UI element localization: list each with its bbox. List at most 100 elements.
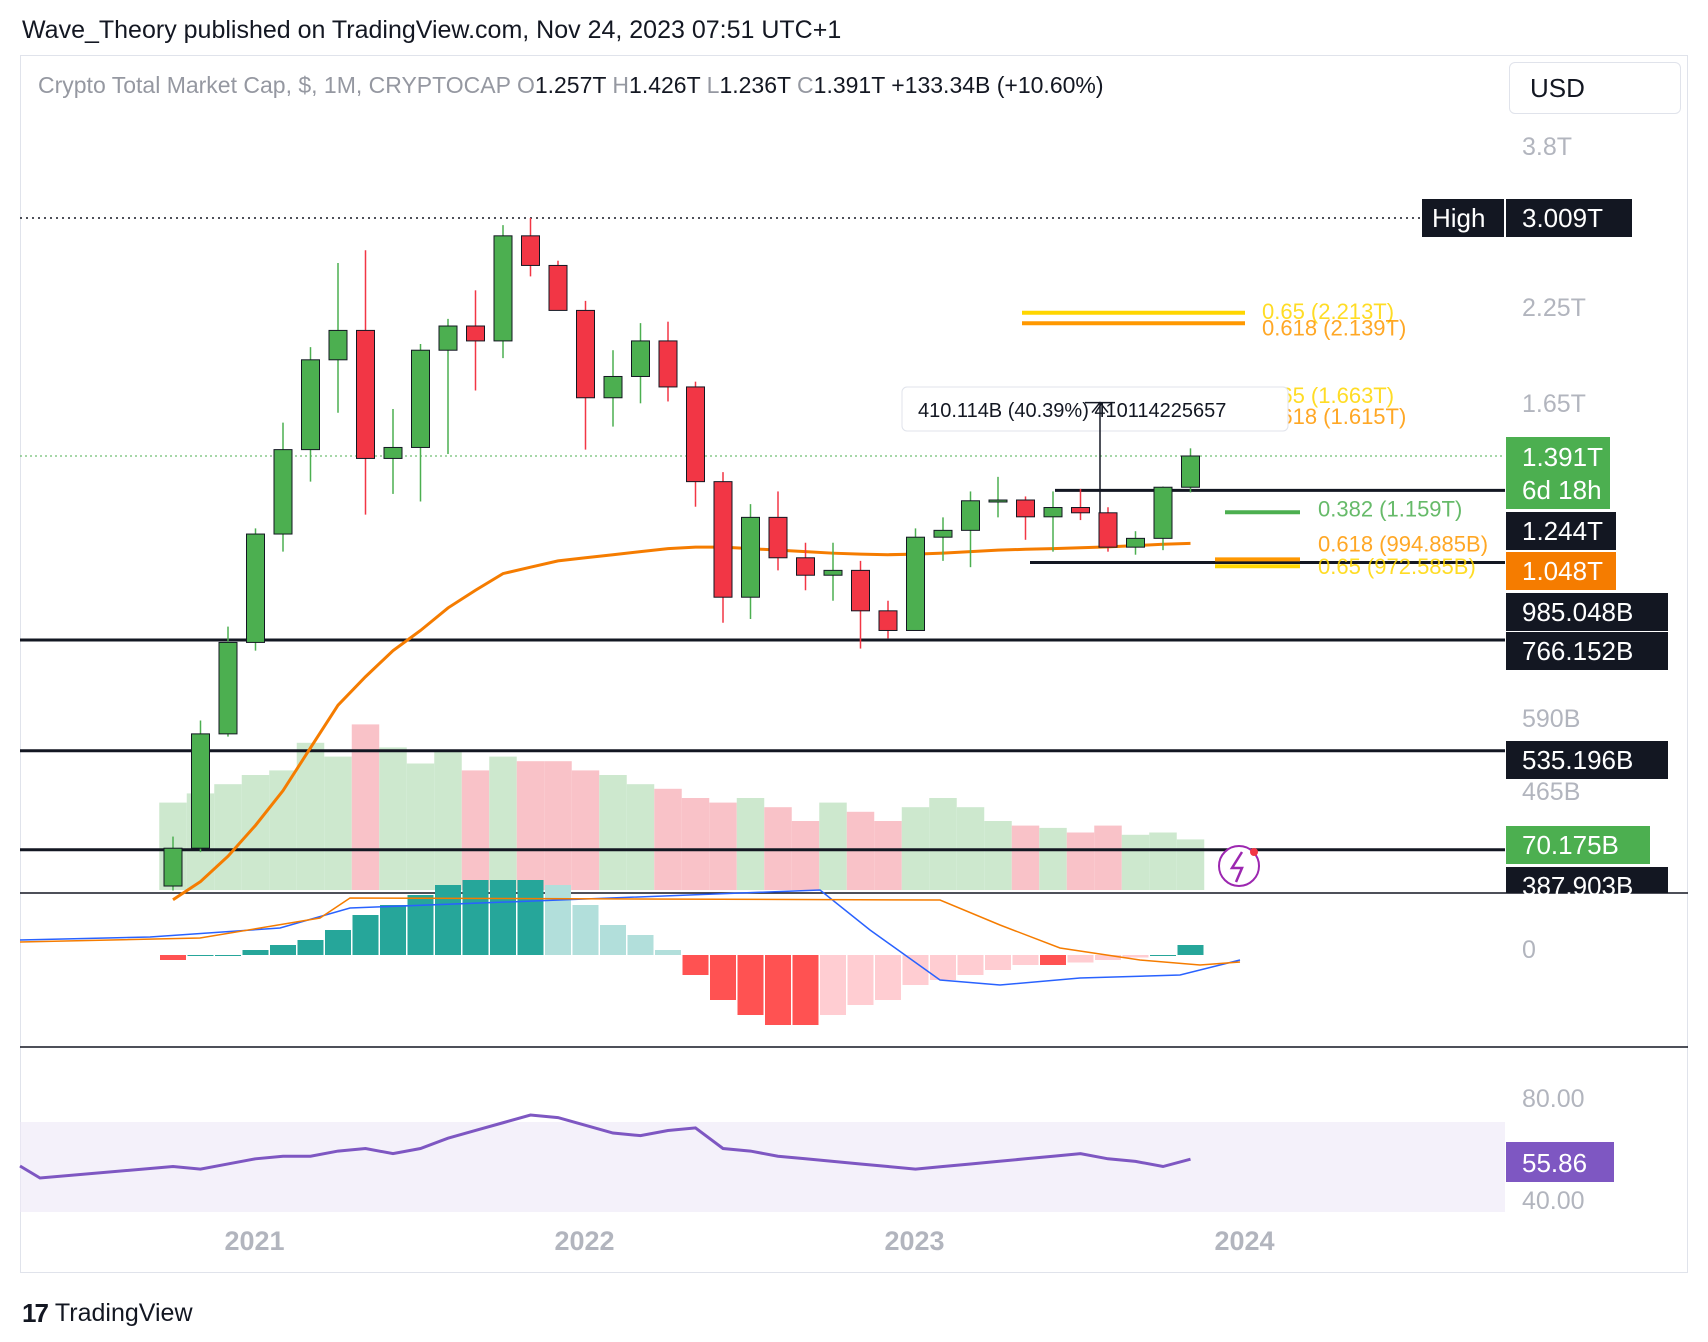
- candle-body: [713, 481, 733, 598]
- macd-histogram-bar: [215, 955, 241, 956]
- fib-label: 0.618 (994.885B): [1318, 531, 1488, 556]
- candle-body: [796, 557, 815, 576]
- volume-bar: [434, 752, 462, 890]
- level-tag-text: 535.196B: [1522, 745, 1633, 775]
- volume-bar: [544, 761, 572, 890]
- symbol-name[interactable]: Crypto Total Market Cap, $, 1M, CRYPTOCA…: [38, 72, 511, 98]
- candle-body: [1181, 455, 1200, 488]
- x-tick-label: 2021: [225, 1226, 285, 1256]
- macd-histogram-bar: [572, 905, 599, 955]
- candle-body: [493, 235, 513, 342]
- macd-histogram-bar: [270, 945, 296, 955]
- low-value: 1.236T: [719, 72, 791, 98]
- high-tag-text: High: [1432, 203, 1485, 233]
- macd-histogram-bar: [490, 880, 516, 955]
- fib-label: 0.65 (2.213T): [1262, 299, 1394, 324]
- candle-body: [1071, 507, 1090, 514]
- candle-body: [961, 500, 980, 531]
- candle-body: [1126, 537, 1145, 548]
- volume-bar: [324, 756, 352, 890]
- volume-bar: [626, 784, 655, 890]
- rsi-line: [19, 1113, 1191, 1180]
- y-tick-label: 590B: [1522, 705, 1580, 733]
- close-value: 1.391T: [813, 72, 885, 98]
- candle-body: [933, 529, 953, 538]
- fib-label: 0.382 (1.159T): [1318, 496, 1462, 521]
- level-tag: [1506, 512, 1616, 550]
- brand-name: TradingView: [54, 1299, 193, 1327]
- candle-body: [218, 641, 238, 735]
- currency-button[interactable]: USD: [1509, 62, 1681, 114]
- macd-histogram-bar: [1067, 955, 1094, 963]
- macd-histogram-bar: [985, 955, 1011, 970]
- open-value: 1.257T: [534, 72, 607, 98]
- high-value-tag: [1506, 199, 1632, 237]
- volume-bar: [654, 788, 682, 890]
- current-price-text: 1.391T: [1522, 442, 1603, 472]
- level-tag-text: 985.048B: [1522, 597, 1633, 627]
- volume-tag-text: 70.175B: [1522, 830, 1619, 860]
- volume-bar: [599, 775, 627, 890]
- candle-body: [878, 610, 898, 631]
- lightning-icon-bolt: [1229, 851, 1244, 883]
- candle-body: [1016, 499, 1035, 518]
- volume-bar: [929, 798, 957, 890]
- macd-histogram-bar: [297, 940, 324, 955]
- candle-body: [906, 536, 925, 631]
- macd-histogram-bar: [655, 950, 681, 955]
- current-price-tag: [1506, 437, 1610, 509]
- macd-histogram-bar: [682, 955, 709, 975]
- candle-body: [603, 375, 623, 399]
- notification-dot-icon: [1250, 848, 1258, 856]
- volume-bar: [516, 761, 545, 890]
- y-tick-label: 465B: [1522, 778, 1580, 806]
- ema-line: [172, 541, 1191, 901]
- macd-histogram-bar: [1177, 945, 1204, 955]
- tradingview-logo[interactable]: 17 TradingView: [22, 1298, 193, 1329]
- candle-body: [548, 264, 568, 311]
- low-label: L: [706, 72, 720, 98]
- macd-histogram-bar: [1095, 955, 1121, 960]
- candle-body: [383, 446, 403, 459]
- macd-histogram-bar: [435, 885, 461, 955]
- macd-histogram-bar: [820, 955, 846, 1015]
- macd-histogram-bar: [627, 935, 654, 955]
- ema-tag-text: 1.048T: [1522, 556, 1603, 586]
- candle-body: [328, 329, 348, 361]
- macd-histogram-bar: [242, 950, 269, 955]
- volume-bar: [709, 802, 737, 890]
- volume-bar: [736, 798, 765, 890]
- macd-histogram-bar: [957, 955, 984, 975]
- volume-bar: [1066, 832, 1095, 890]
- candle-body: [686, 386, 705, 483]
- y-tick-label: 80.00: [1522, 1085, 1585, 1113]
- macd-histogram-bar: [325, 930, 351, 955]
- rsi-band: [20, 1122, 1505, 1212]
- level-tag-text: 766.152B: [1522, 636, 1633, 666]
- level-tag-text: 1.244T: [1522, 516, 1603, 546]
- candle-body: [851, 569, 870, 612]
- macd-histogram-bar: [710, 955, 736, 1000]
- candle-body: [466, 325, 485, 342]
- macd-histogram-bar: [462, 880, 489, 955]
- chart-frame: [20, 55, 1688, 1273]
- level-tag-text: 387.903B: [1522, 871, 1633, 901]
- candle-body: [246, 533, 265, 643]
- candle-body: [163, 847, 183, 887]
- candle-body: [521, 235, 540, 266]
- fib-label: 0.618 (2.139T): [1262, 315, 1406, 340]
- macd-line: [19, 889, 1241, 986]
- high-tag: [1422, 199, 1504, 237]
- rsi-value-tag: [1506, 1142, 1614, 1182]
- volume-bar: [1039, 827, 1067, 890]
- macd-histogram-bar: [380, 905, 406, 955]
- volume-bar: [791, 821, 820, 890]
- tv-logo-icon: 17: [22, 1298, 49, 1328]
- candle-body: [1098, 512, 1118, 548]
- candle-body: [823, 569, 843, 576]
- volume-bar: [984, 821, 1012, 890]
- volume-bar: [874, 821, 902, 890]
- volume-bar: [819, 802, 847, 890]
- macd-histogram-bar: [545, 885, 571, 955]
